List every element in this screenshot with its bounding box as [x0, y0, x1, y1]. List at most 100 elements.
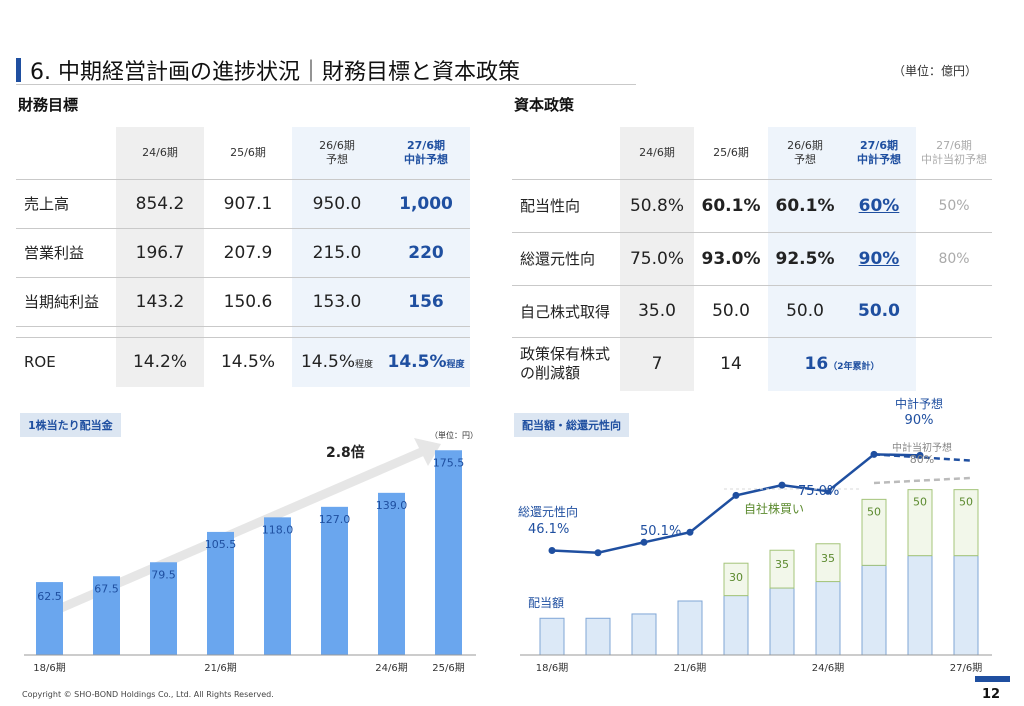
cell: 80% — [916, 231, 992, 285]
dps-bar-chart: 2.8倍 62.5 67.5 79.5 105.5 118.0 127.0 139.0 175.… — [24, 438, 476, 674]
row-label: 政策保有株式 の削減額 — [512, 336, 620, 391]
buyback-value-label: 35 — [775, 558, 789, 571]
buyback-bar — [815, 543, 841, 583]
buyback-value-label: 30 — [729, 571, 743, 584]
total-return-point — [732, 491, 740, 499]
row-label: 総還元性向 — [512, 231, 620, 285]
buyback-bar — [953, 489, 979, 557]
buyback-value-label: 50 — [959, 496, 973, 509]
cell: 196.7 — [116, 227, 204, 277]
title-divider — [16, 84, 636, 85]
cell: 1,000 — [382, 178, 470, 228]
table-row: 配当性向 50.8% 60.1% 60.1% 60% 50% — [512, 178, 992, 232]
dps-bar — [435, 450, 462, 655]
x-tick-label: 21/6期 — [204, 662, 236, 674]
cell: 14.5% — [204, 336, 292, 387]
dividend-bar — [815, 581, 841, 656]
x-tick-label: 25/6期 — [432, 662, 464, 674]
table-row: 総還元性向 75.0% 93.0% 92.5% 90% 80% — [512, 231, 992, 285]
dps-bar — [36, 582, 63, 655]
cell: 16（2年累計） — [768, 336, 916, 391]
col-header: 27/6期 中計予想 — [382, 127, 470, 179]
dps-bar — [93, 576, 120, 655]
row-label: ROE — [16, 336, 116, 387]
table-row: 当期純利益 143.2 150.6 153.0 156 — [16, 276, 470, 326]
dps-bar — [207, 531, 234, 655]
row-label: 配当性向 — [512, 178, 620, 232]
buyback-value-label: 50 — [867, 505, 881, 518]
cell: 14.5%程度 — [382, 336, 470, 387]
buyback-bar — [907, 489, 933, 557]
trend-arrow — [59, 445, 428, 613]
x-tick-label: 24/6期 — [375, 662, 407, 674]
multiplier-label: 2.8倍 — [326, 444, 365, 461]
x-tick-label: 24/6期 — [812, 662, 844, 674]
dividend-bar — [723, 595, 749, 656]
page-title: 6. 中期経営計画の進捗状況｜財務目標と資本政策 — [30, 60, 520, 85]
capital-table: 24/6期 25/6期 26/6期 予想 27/6期 中計予想 27/6期 中計… — [512, 127, 992, 391]
page-number: 12 — [982, 687, 1001, 702]
x-tick-label: 21/6期 — [674, 662, 706, 674]
cell: 150.6 — [204, 276, 292, 326]
table-row-roe: ROE 14.2% 14.5% 14.5%程度 14.5%程度 — [16, 336, 470, 387]
payout-combo-chart: 30 35 35 50 50 50 18/6期 21/6期 24/6期 27/6期 総還元性向 46.… — [518, 396, 992, 674]
cell: 156 — [382, 276, 470, 326]
spacer-row — [16, 325, 470, 337]
cell: 14.5%程度 — [292, 336, 382, 387]
cell: 215.0 — [292, 227, 382, 277]
dividend-bar — [907, 555, 933, 656]
buyback-value-label: 50 — [913, 496, 927, 509]
buyback-bar — [723, 562, 749, 597]
cell: 854.2 — [116, 178, 204, 228]
point-label: 50.1% — [640, 524, 681, 539]
copyright: Copyright © SHO-BOND Holdings Co., Ltd. … — [22, 690, 274, 699]
dps-bar — [378, 492, 405, 655]
dividend-bar — [677, 600, 703, 656]
dps-value-label: 118.0 — [262, 523, 294, 536]
row-label: 自己株式取得 — [512, 284, 620, 337]
payout-chart-label: 配当額・総還元性向 — [514, 413, 629, 437]
cell: 207.9 — [204, 227, 292, 277]
dps-value-label: 67.5 — [94, 582, 119, 595]
cell: 50.8% — [620, 178, 694, 232]
cell: 93.0% — [694, 231, 768, 285]
col-header: 26/6期 予想 — [768, 127, 842, 179]
col-header: 27/6期 中計予想 — [842, 127, 916, 179]
table-row: 自己株式取得 35.0 50.0 50.0 50.0 — [512, 284, 992, 337]
unit-note: （単位：億円） — [893, 64, 978, 78]
corner-cell — [512, 127, 620, 179]
dividend-bar — [953, 555, 979, 656]
dps-value-label: 139.0 — [376, 499, 408, 512]
dps-bar — [264, 517, 291, 655]
cell: 50.0 — [842, 284, 916, 337]
dps-value-label: 105.5 — [205, 538, 237, 551]
corner-cell — [16, 127, 116, 179]
cell: 60% — [842, 178, 916, 232]
financial-table: 24/6期 25/6期 26/6期 予想 27/6期 中計予想 売上高 854.… — [16, 127, 470, 387]
dps-value-label: 175.5 — [433, 456, 465, 469]
col-header: 25/6期 — [230, 145, 266, 159]
dps-bar — [150, 562, 177, 655]
plan-dashed-line — [873, 453, 971, 462]
cell: 90% — [842, 231, 916, 285]
initial-plan-dashed-line — [873, 476, 971, 485]
cell: 50.0 — [768, 284, 842, 337]
cell: 14.2% — [116, 336, 204, 387]
cell: 75.0% — [620, 231, 694, 285]
buyback-series-label: 自社株買い — [744, 501, 804, 516]
dps-bar — [321, 506, 348, 655]
x-tick-label: 27/6期 — [950, 662, 982, 674]
line-series-label: 総還元性向 — [518, 504, 578, 519]
col-header: 25/6期 — [713, 145, 749, 159]
dividend-bar — [539, 617, 565, 656]
total-return-point — [686, 528, 694, 536]
total-return-point — [548, 546, 556, 554]
trend-arrow-head — [414, 438, 441, 466]
cell: 143.2 — [116, 276, 204, 326]
cell: 950.0 — [292, 178, 382, 228]
point-label: 75.0% — [798, 484, 839, 499]
buyback-value-label: 35 — [821, 552, 835, 565]
table-row: 売上高 854.2 907.1 950.0 1,000 — [16, 178, 470, 228]
row-label: 当期純利益 — [16, 276, 116, 326]
initial-plan-value: 80% — [910, 453, 934, 466]
